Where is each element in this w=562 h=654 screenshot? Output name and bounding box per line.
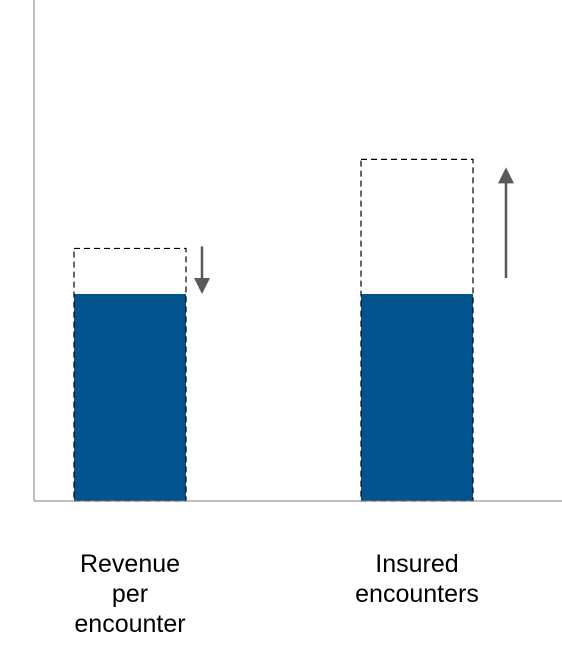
bar-current-0 bbox=[74, 293, 186, 501]
arrow-head bbox=[194, 277, 210, 294]
arrow-up-icon bbox=[498, 167, 514, 278]
category-label-revenue-per-encounter: Revenue per encounter bbox=[40, 549, 220, 639]
category-label-line: Revenue bbox=[79, 550, 181, 578]
bar-current-1 bbox=[361, 293, 473, 501]
category-label-line: encounter bbox=[74, 610, 186, 638]
arrow-head bbox=[498, 167, 514, 184]
bar-projected-outline-1 bbox=[360, 158, 474, 502]
bars-layer bbox=[74, 293, 473, 501]
category-label-line: per bbox=[111, 580, 149, 608]
category-label-line: Insured bbox=[375, 550, 459, 578]
category-label-insured-encounters: Insured encounters bbox=[327, 549, 507, 609]
arrow-down-icon bbox=[194, 246, 210, 294]
arrows-layer bbox=[194, 167, 514, 294]
category-label-line: encounters bbox=[355, 580, 479, 608]
